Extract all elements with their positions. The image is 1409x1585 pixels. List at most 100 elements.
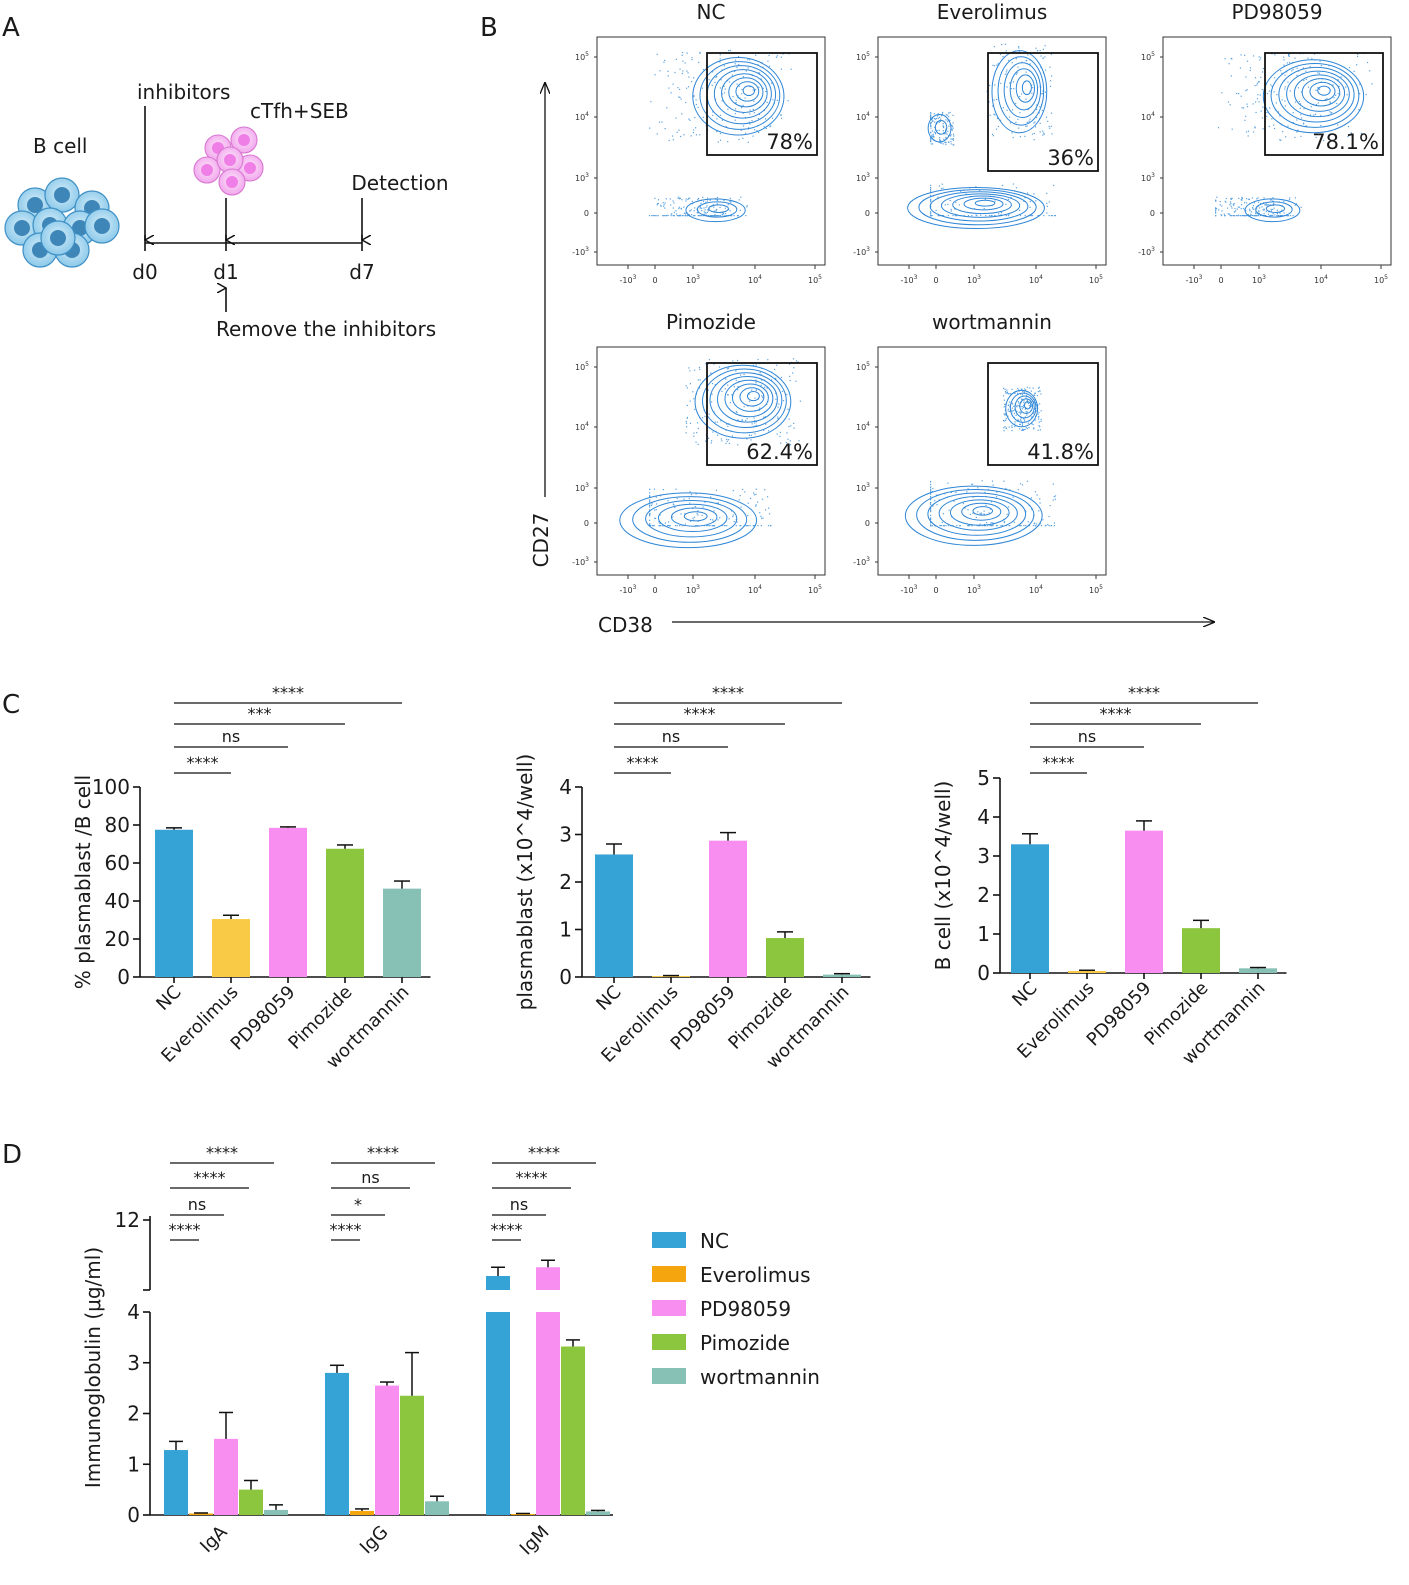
event-dot — [991, 133, 994, 135]
tick-base: 10 — [1089, 586, 1099, 595]
event-dot — [732, 360, 734, 362]
event-dot — [995, 496, 998, 498]
contour — [716, 376, 778, 423]
contour — [972, 506, 994, 516]
event-dot — [1219, 200, 1221, 203]
event-dot — [649, 488, 651, 490]
plot-frame — [877, 36, 1107, 266]
event-dot — [1255, 211, 1257, 213]
event-dot — [983, 513, 985, 515]
event-dot — [1292, 112, 1294, 114]
event-dot — [1017, 489, 1019, 491]
event-dot — [967, 488, 969, 490]
event-dot — [1020, 417, 1023, 419]
event-dot — [1035, 108, 1038, 110]
event-dot — [692, 391, 694, 393]
event-dot — [1004, 390, 1007, 393]
event-dot — [962, 502, 965, 505]
event-dot — [762, 517, 764, 519]
event-dot — [1329, 102, 1331, 104]
event-dot — [693, 435, 695, 437]
event-dot — [1257, 215, 1259, 217]
event-dot — [649, 525, 651, 527]
event-dot — [713, 363, 715, 365]
event-dot — [1252, 103, 1254, 105]
event-dot — [742, 488, 744, 491]
event-dot — [1258, 81, 1260, 83]
event-dot — [1313, 114, 1315, 116]
contour — [721, 73, 768, 113]
bar — [212, 919, 250, 977]
tick-label: 103 — [1141, 172, 1155, 183]
event-dot — [1037, 391, 1039, 393]
event-dot — [721, 212, 724, 214]
event-dot — [1004, 426, 1006, 428]
event-dot — [1041, 93, 1043, 95]
event-dot — [930, 211, 932, 213]
event-dot — [710, 372, 712, 374]
x-tick-label: IgG — [356, 1522, 393, 1559]
event-dot — [650, 504, 653, 507]
event-dot — [1023, 429, 1025, 431]
event-dot — [657, 202, 660, 205]
event-dot — [740, 107, 743, 109]
event-dot — [1322, 139, 1325, 142]
event-dot — [1358, 109, 1360, 111]
event-dot — [693, 398, 695, 400]
event-dot — [948, 125, 950, 127]
event-dot — [930, 213, 932, 215]
event-dot — [763, 416, 765, 418]
event-dot — [936, 504, 938, 506]
event-dot — [1263, 208, 1265, 210]
event-dot — [1355, 64, 1358, 66]
event-dot — [743, 406, 745, 408]
event-dot — [761, 379, 763, 381]
significance-label: **** — [627, 753, 659, 772]
event-dot — [695, 525, 697, 527]
event-dot — [1039, 390, 1041, 392]
event-dot — [1023, 418, 1025, 420]
event-dot — [1273, 127, 1276, 130]
event-dot — [1009, 122, 1012, 124]
event-dot — [753, 417, 755, 419]
event-dot — [999, 119, 1002, 121]
event-dot — [1259, 207, 1261, 209]
event-dot — [1000, 211, 1003, 213]
event-dot — [1273, 91, 1275, 93]
event-dot — [935, 117, 938, 120]
y-tick-label: 4 — [977, 805, 990, 829]
event-dot — [654, 74, 656, 76]
contour — [1014, 395, 1035, 419]
event-dot — [697, 198, 699, 200]
event-dot — [732, 514, 734, 516]
event-dot — [763, 429, 765, 431]
event-dot — [704, 212, 707, 214]
event-dot — [1256, 82, 1259, 84]
event-dot — [688, 118, 690, 120]
event-dot — [1318, 72, 1321, 74]
event-dot — [1317, 72, 1319, 74]
event-dot — [1233, 215, 1235, 217]
event-dot — [713, 525, 715, 527]
event-dot — [780, 56, 782, 58]
event-dot — [749, 525, 751, 527]
event-dot — [709, 199, 711, 201]
event-dot — [1294, 101, 1297, 103]
event-dot — [1248, 198, 1250, 200]
tick-base: 10 — [856, 363, 866, 372]
bar — [536, 1312, 560, 1515]
event-dot — [708, 359, 710, 361]
event-dot — [799, 400, 801, 402]
event-dot — [685, 198, 687, 200]
tick-label: 105 — [1089, 274, 1103, 285]
event-dot — [712, 71, 714, 73]
event-dot — [660, 495, 662, 497]
event-dot — [734, 119, 736, 121]
event-dot — [1295, 203, 1298, 205]
event-dot — [716, 130, 718, 133]
tick-label: 0 — [933, 586, 938, 595]
event-dot — [717, 502, 720, 504]
event-dot — [1047, 524, 1049, 526]
event-dot — [650, 101, 652, 103]
label: Remove the inhibitors — [216, 317, 436, 341]
